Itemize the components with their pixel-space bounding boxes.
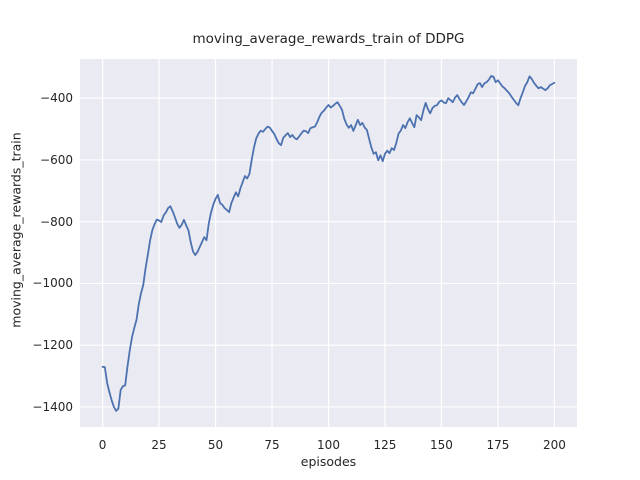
plot-area [80,59,577,427]
x-tick-label: 150 [430,438,453,452]
x-axis-label: episodes [300,454,357,469]
x-tick-label: 125 [373,438,397,452]
x-tick-label: 100 [317,438,340,452]
y-tick-label: −600 [40,152,73,167]
x-tick-label: 50 [207,438,224,452]
chart-canvas [80,59,577,427]
y-tick-label: −1200 [32,338,73,353]
x-tick-label: 25 [151,438,167,452]
x-tick-label: 0 [98,438,107,452]
gridlines [80,59,577,427]
y-axis-label: moving_average_rewards_train [8,132,24,328]
chart-title: moving_average_rewards_train of DDPG [192,31,465,47]
x-tick-label: 175 [486,438,510,452]
y-tick-label: −1000 [32,276,73,291]
y-tick-label: −1400 [32,399,73,414]
series-line-moving_average_rewards_train [101,75,556,412]
y-tick-label: −800 [40,214,73,229]
x-tick-label: 75 [264,438,280,452]
y-tick-label: −400 [40,91,73,106]
x-tick-label: 200 [542,438,566,452]
